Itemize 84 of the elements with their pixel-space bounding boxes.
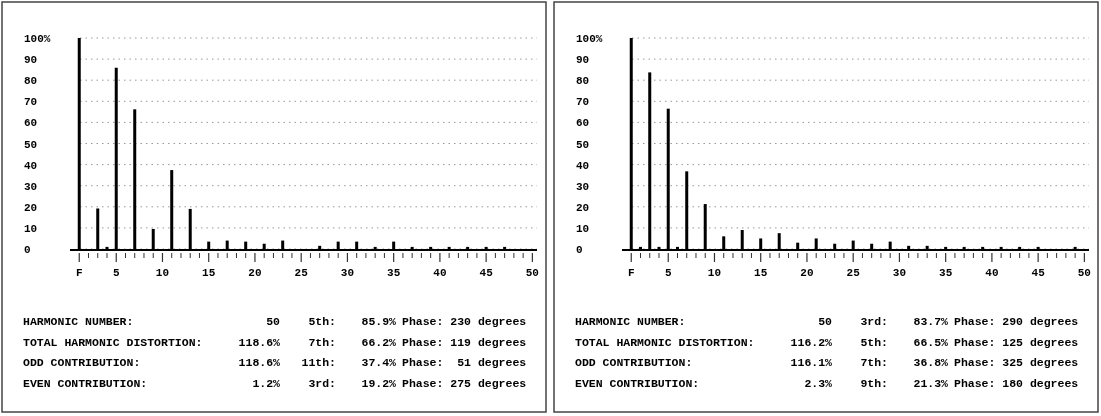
y-tick-label: 70 [576,96,590,109]
text: Phase: 51 degrees [402,356,527,369]
y-tick-label: 0 [576,244,583,256]
text: 66.2% [361,335,397,349]
text: 1.2% [252,376,281,390]
y-tick-label: 30 [576,180,590,193]
text: 7th: [860,356,888,369]
text: 21.3% [913,376,949,390]
x-tick-label: 25 [294,267,309,279]
x-tick-label: 5 [112,267,120,279]
text: Phase: 125 degrees [954,335,1079,349]
text: 116.1% [790,356,833,369]
x-tick-label: 5 [664,267,672,279]
x-tick-label: 25 [846,267,861,279]
text: 50 [266,315,281,328]
text: 118.6% [238,335,281,349]
text: 116.2% [790,335,833,349]
y-tick-label: 40 [576,159,590,172]
text: 11th: [301,356,336,369]
text: 3rd: [308,376,336,390]
text: 36.8% [913,356,949,369]
y-tick-label: 10 [576,222,590,235]
y-tick-label: 90 [24,54,38,67]
x-tick-label: 50 [1077,267,1091,279]
text: Phase: 180 degrees [954,376,1079,390]
y-tick-label: 80 [576,75,590,88]
x-tick-label: 15 [202,267,216,279]
text: 7th: [308,335,336,349]
text: 66.5% [913,335,949,349]
y-tick-label: 40 [24,159,38,172]
text: Phase: 290 degrees [954,315,1079,328]
text: 5th: [860,335,888,349]
text: TOTAL HARMONIC DISTORTION: [575,335,755,349]
x-tick-label: 40 [985,267,999,279]
x-tick-label: 20 [800,267,814,279]
x-tick-label: 20 [248,267,262,279]
y-tick-label: 100% [576,33,603,45]
y-tick-label: 60 [576,117,590,130]
text: 83.7% [913,315,949,328]
y-tick-label: 100% [24,33,51,45]
y-tick-label: 20 [576,201,590,214]
text: Phase: 325 degrees [954,356,1079,369]
text: 19.2% [361,376,397,390]
x-tick-label: 30 [340,267,355,279]
x-tick-label: 50 [525,267,539,279]
text: TOTAL HARMONIC DISTORTION: [23,335,203,349]
text: HARMONIC NUMBER: [23,315,134,328]
y-tick-label: 20 [24,201,38,214]
x-tick-label: F [627,267,635,279]
x-tick-label: 45 [479,267,494,279]
y-tick-label: 50 [576,138,590,151]
y-tick-label: 70 [24,96,38,109]
y-tick-label: 10 [24,222,38,235]
x-tick-label: 10 [155,267,170,279]
y-tick-label: 50 [24,138,38,151]
y-tick-label: 60 [24,117,38,130]
text: 9th: [860,376,888,390]
x-tick-label: F [75,267,83,279]
text: 3rd: [860,315,888,328]
text: Phase: 275 degrees [402,376,527,390]
text: Phase: 230 degrees [402,315,527,328]
text: 85.9% [361,315,397,328]
y-tick-label: 80 [24,75,38,88]
x-tick-label: 10 [707,267,722,279]
text: Phase: 119 degrees [402,335,527,349]
text: 118.6% [238,356,281,369]
x-tick-label: 35 [387,267,401,279]
text: 37.4% [361,356,397,369]
text: ODD CONTRIBUTION: [23,356,141,369]
text: 2.3% [804,376,833,390]
text: ODD CONTRIBUTION: [575,356,693,369]
text: HARMONIC NUMBER: [575,315,686,328]
x-tick-label: 35 [939,267,953,279]
text: EVEN CONTRIBUTION: [23,376,148,390]
text: 5th: [308,315,336,328]
y-tick-label: 90 [576,54,590,67]
x-tick-label: 15 [754,267,768,279]
x-tick-label: 40 [433,267,447,279]
text: EVEN CONTRIBUTION: [575,376,700,390]
y-tick-label: 0 [24,244,31,256]
text: 50 [818,315,833,328]
x-tick-label: 45 [1031,267,1046,279]
x-tick-label: 30 [892,267,907,279]
y-tick-label: 30 [24,180,38,193]
